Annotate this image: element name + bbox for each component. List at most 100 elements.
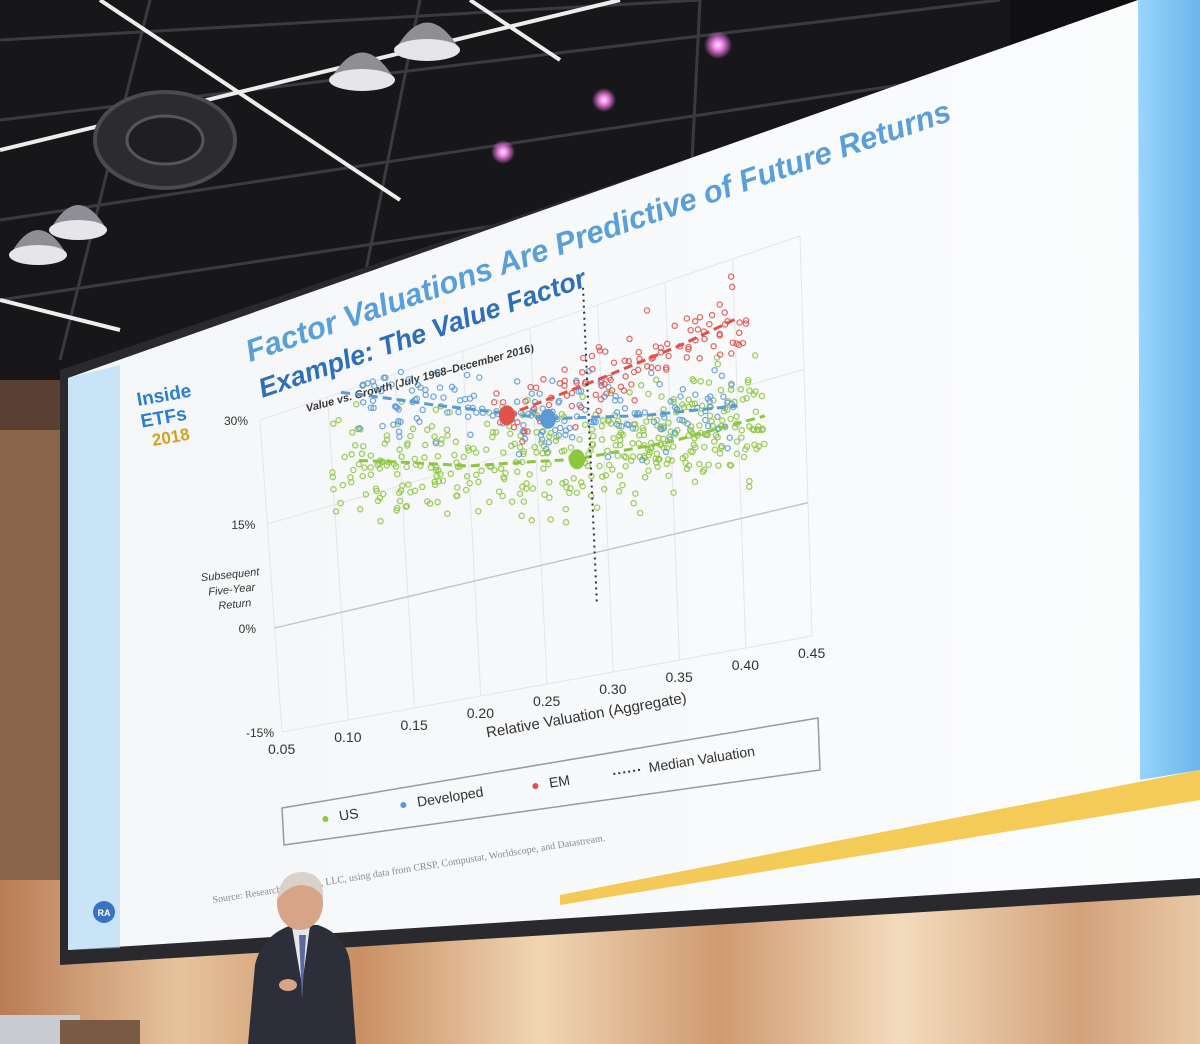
data-point-us [590, 432, 597, 440]
pendant-lamp [394, 22, 460, 61]
legend-marker-em [532, 783, 539, 790]
data-point-us [751, 352, 759, 359]
data-point-em [545, 401, 553, 409]
data-point-us [706, 412, 714, 419]
data-point-us [330, 485, 337, 493]
data-point-developed [587, 418, 595, 426]
data-point-developed [611, 397, 619, 404]
data-point-us [598, 436, 606, 443]
data-point-us [746, 387, 753, 394]
data-point-us [475, 478, 482, 486]
data-point-em [671, 322, 678, 330]
data-point-developed [671, 429, 679, 436]
data-point-us [516, 490, 524, 497]
data-point-us [716, 450, 724, 457]
gridline-vertical [259, 419, 283, 733]
data-point-em [519, 438, 526, 445]
data-point-developed [704, 395, 712, 402]
data-point-em [621, 357, 629, 365]
data-point-us [581, 421, 589, 429]
data-point-us [463, 473, 471, 480]
trendline-us [358, 414, 766, 468]
data-point-developed [397, 418, 404, 426]
data-point-developed [370, 404, 377, 412]
data-point-em [561, 366, 568, 373]
data-point-us [540, 465, 547, 472]
data-point-us [609, 466, 616, 473]
data-point-developed [679, 386, 687, 393]
data-point-us [523, 485, 530, 492]
data-point-us [482, 446, 490, 453]
data-point-developed [555, 397, 563, 405]
projection-screen [60, 0, 1200, 965]
data-point-us [733, 450, 741, 458]
data-point-us [584, 462, 592, 470]
data-point-developed [679, 416, 686, 424]
data-point-developed [417, 384, 424, 391]
data-point-us [682, 459, 689, 467]
data-point-em [665, 352, 672, 360]
data-point-em [648, 364, 655, 371]
data-point-developed [388, 381, 395, 388]
data-point-us [500, 449, 507, 456]
data-point-us [395, 489, 403, 497]
data-point-developed [464, 413, 472, 420]
data-point-us [668, 457, 676, 464]
data-point-us [355, 461, 363, 468]
legend-entry-us: US [322, 805, 360, 824]
data-point-us [511, 440, 518, 447]
stage-light [592, 88, 616, 112]
data-point-us [393, 470, 401, 478]
company-logo-text: RA [98, 908, 111, 918]
data-point-us [711, 446, 719, 453]
data-point-us [431, 433, 438, 440]
data-point-em [691, 318, 699, 325]
data-point-us [472, 449, 480, 456]
data-point-us [561, 447, 568, 454]
data-point-us [418, 483, 426, 491]
data-point-em [490, 398, 498, 406]
data-point-em [685, 345, 692, 353]
data-point-us [492, 428, 500, 436]
zero-line [274, 501, 809, 629]
data-point-us [362, 491, 370, 498]
legend-label-em: EM [548, 772, 571, 791]
data-point-us [680, 404, 688, 411]
data-point-developed [422, 391, 429, 399]
center-marker-us [569, 449, 585, 470]
data-point-developed [405, 375, 413, 383]
data-point-us [394, 504, 401, 512]
data-point-em [742, 320, 750, 327]
data-point-em [540, 376, 547, 383]
data-point-us [377, 517, 384, 525]
data-point-us [485, 409, 493, 416]
data-point-us [640, 431, 648, 439]
data-point-us [755, 423, 762, 430]
data-point-us [636, 509, 644, 517]
data-point-us [758, 392, 766, 400]
data-point-us [437, 470, 444, 478]
data-point-developed [432, 439, 440, 447]
data-point-us [411, 455, 418, 463]
data-point-em [578, 368, 586, 376]
data-point-us [647, 444, 654, 452]
data-point-us [435, 477, 443, 485]
data-point-us [739, 396, 747, 403]
data-point-us [619, 431, 627, 438]
data-point-us [637, 382, 645, 389]
data-point-us [653, 459, 660, 466]
data-point-us [562, 505, 570, 513]
data-point-us [545, 478, 553, 486]
data-point-developed [419, 406, 426, 414]
x-tick-label: 0.45 [798, 645, 825, 661]
stage-light [704, 31, 732, 59]
data-point-us [486, 498, 493, 506]
data-point-developed [367, 404, 375, 411]
data-point-us [546, 494, 553, 501]
data-point-us [464, 444, 472, 451]
data-point-us [598, 422, 606, 430]
data-point-us [351, 442, 359, 449]
data-point-developed [369, 397, 377, 404]
data-point-em [596, 347, 604, 354]
data-point-us [612, 442, 619, 449]
